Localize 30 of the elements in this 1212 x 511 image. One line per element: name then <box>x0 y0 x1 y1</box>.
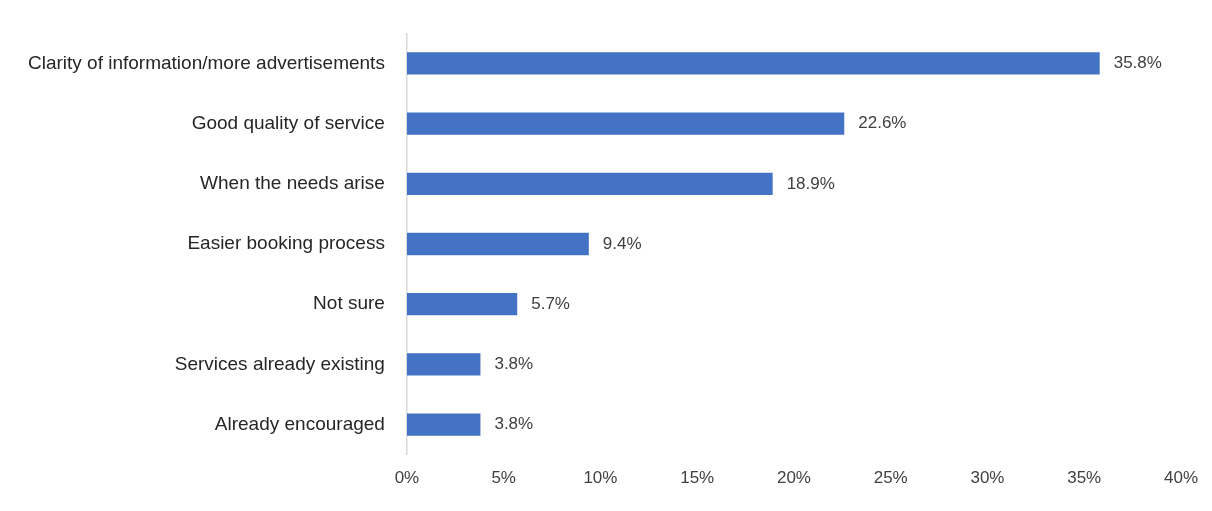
x-tick-label: 10% <box>583 468 618 488</box>
bar <box>406 172 773 195</box>
x-tick-label: 40% <box>1163 468 1198 488</box>
data-label: 35.8% <box>1113 53 1162 73</box>
x-tick-label: 35% <box>1067 468 1102 488</box>
x-tick-label: 0% <box>394 468 420 488</box>
bar <box>406 293 518 316</box>
data-label: 3.8% <box>494 414 534 434</box>
data-label: 3.8% <box>494 354 534 374</box>
y-tick-label: When the needs arise <box>200 172 385 194</box>
bar <box>406 353 481 376</box>
bar <box>406 52 1100 75</box>
y-tick-label: Already encouraged <box>214 412 385 434</box>
y-tick-label: Clarity of information/more advertisements <box>27 51 385 73</box>
data-label: 18.9% <box>786 173 835 193</box>
data-label: 9.4% <box>602 233 642 253</box>
data-label: 5.7% <box>531 293 570 313</box>
y-tick-label: Easier booking process <box>187 232 385 254</box>
x-tick-label: 20% <box>776 468 811 488</box>
x-tick-label: 15% <box>680 468 715 488</box>
y-tick-label: Services already existing <box>174 352 385 374</box>
bar <box>406 413 481 436</box>
bar <box>406 112 845 135</box>
x-tick-label: 25% <box>873 468 908 488</box>
x-tick-label: 5% <box>491 468 516 488</box>
y-tick-label: Good quality of service <box>191 111 385 133</box>
y-tick-label: Not sure <box>313 292 385 314</box>
data-label: 22.6% <box>858 113 907 133</box>
bar <box>406 232 589 256</box>
x-tick-label: 30% <box>970 468 1005 488</box>
